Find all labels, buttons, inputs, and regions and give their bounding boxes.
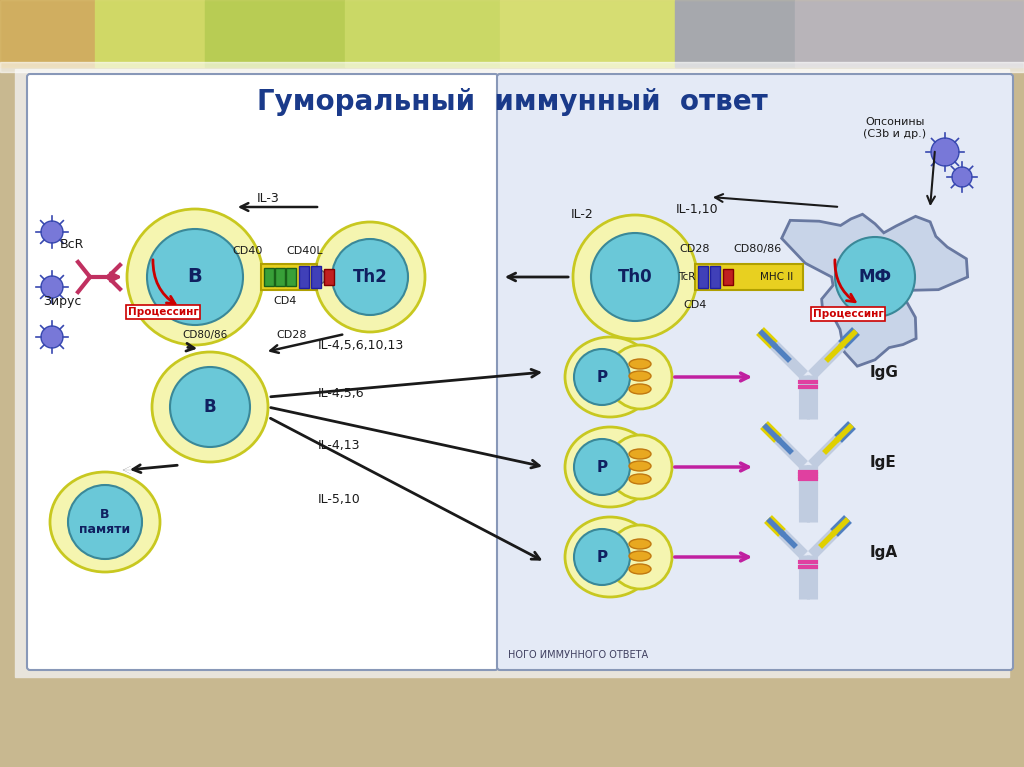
Text: Процессинг: Процессинг bbox=[128, 307, 199, 317]
Text: B: B bbox=[204, 398, 216, 416]
Bar bbox=[286, 268, 296, 286]
Ellipse shape bbox=[565, 427, 655, 507]
Text: IL-4,5,6: IL-4,5,6 bbox=[318, 387, 365, 400]
Bar bbox=[324, 269, 334, 285]
Text: CD80/86: CD80/86 bbox=[734, 244, 782, 254]
Bar bbox=[95, 0, 205, 67]
Circle shape bbox=[41, 276, 63, 298]
Text: CD28: CD28 bbox=[276, 330, 307, 340]
Circle shape bbox=[608, 345, 672, 409]
Bar bbox=[264, 268, 274, 286]
Text: IL-1,10: IL-1,10 bbox=[676, 202, 718, 216]
Bar bbox=[311, 266, 321, 288]
Ellipse shape bbox=[629, 474, 651, 484]
Text: Гуморальный  иммунный  ответ: Гуморальный иммунный ответ bbox=[257, 88, 767, 116]
Bar bbox=[275, 268, 285, 286]
Ellipse shape bbox=[315, 222, 425, 332]
Ellipse shape bbox=[629, 371, 651, 381]
Text: P: P bbox=[596, 459, 607, 475]
Text: IL-3: IL-3 bbox=[257, 192, 280, 205]
Circle shape bbox=[608, 525, 672, 589]
Bar bbox=[205, 0, 345, 67]
Polygon shape bbox=[781, 214, 968, 366]
Text: CD4: CD4 bbox=[683, 300, 707, 310]
Ellipse shape bbox=[565, 517, 655, 597]
Ellipse shape bbox=[629, 449, 651, 459]
Text: CD28: CD28 bbox=[680, 244, 711, 254]
Bar bbox=[500, 0, 675, 67]
Circle shape bbox=[41, 221, 63, 243]
Text: Зирус: Зирус bbox=[43, 295, 81, 308]
Text: IgG: IgG bbox=[870, 364, 899, 380]
Text: IL-4,5,6,10,13: IL-4,5,6,10,13 bbox=[318, 338, 404, 351]
Bar bbox=[0, 62, 1024, 72]
FancyBboxPatch shape bbox=[497, 74, 1013, 670]
Circle shape bbox=[835, 237, 915, 317]
Ellipse shape bbox=[629, 564, 651, 574]
Circle shape bbox=[608, 435, 672, 499]
Bar bbox=[261, 264, 317, 290]
Circle shape bbox=[591, 233, 679, 321]
Text: МФ: МФ bbox=[858, 268, 892, 286]
Bar bbox=[675, 0, 795, 67]
Ellipse shape bbox=[573, 215, 697, 339]
Text: Th2: Th2 bbox=[352, 268, 387, 286]
Ellipse shape bbox=[127, 209, 263, 345]
Text: Опсонины
(C3b и др.): Опсонины (C3b и др.) bbox=[863, 117, 927, 139]
Bar bbox=[0, 0, 95, 67]
Bar bbox=[723, 269, 733, 285]
Circle shape bbox=[952, 167, 972, 187]
Text: CD40: CD40 bbox=[232, 246, 263, 256]
Bar bbox=[710, 266, 720, 288]
Text: B
памяти: B памяти bbox=[80, 508, 131, 536]
Circle shape bbox=[332, 239, 408, 315]
Text: P: P bbox=[596, 549, 607, 565]
Bar bbox=[695, 264, 803, 290]
Text: IL-5,10: IL-5,10 bbox=[318, 492, 360, 505]
Text: CD40L: CD40L bbox=[287, 246, 324, 256]
Text: BcR: BcR bbox=[59, 238, 84, 251]
Bar bbox=[0, 0, 1024, 67]
Ellipse shape bbox=[565, 337, 655, 417]
Text: MHC II: MHC II bbox=[760, 272, 794, 282]
Text: P: P bbox=[596, 370, 607, 384]
Text: IgE: IgE bbox=[870, 455, 897, 469]
Text: TcR: TcR bbox=[678, 272, 695, 282]
Text: B: B bbox=[187, 268, 203, 287]
Circle shape bbox=[312, 270, 326, 284]
Circle shape bbox=[574, 529, 630, 585]
Text: НОГО ИММУННОГО ОТВЕТА: НОГО ИММУННОГО ОТВЕТА bbox=[508, 650, 648, 660]
Bar bbox=[795, 0, 1024, 67]
Ellipse shape bbox=[629, 359, 651, 369]
Bar bbox=[345, 0, 500, 67]
Circle shape bbox=[574, 439, 630, 495]
FancyBboxPatch shape bbox=[27, 74, 498, 670]
Text: CD80/86: CD80/86 bbox=[182, 330, 227, 340]
Circle shape bbox=[68, 485, 142, 559]
Text: Th0: Th0 bbox=[617, 268, 652, 286]
Ellipse shape bbox=[629, 461, 651, 471]
Text: IgA: IgA bbox=[870, 545, 898, 559]
Text: CD4: CD4 bbox=[273, 296, 297, 306]
Circle shape bbox=[147, 229, 243, 325]
Ellipse shape bbox=[50, 472, 160, 572]
Circle shape bbox=[931, 138, 959, 166]
Ellipse shape bbox=[629, 551, 651, 561]
Ellipse shape bbox=[152, 352, 268, 462]
Circle shape bbox=[41, 326, 63, 348]
Ellipse shape bbox=[629, 384, 651, 394]
Text: IL-4,13: IL-4,13 bbox=[318, 439, 360, 452]
Circle shape bbox=[574, 349, 630, 405]
Bar bbox=[698, 266, 708, 288]
Ellipse shape bbox=[629, 539, 651, 549]
Circle shape bbox=[170, 367, 250, 447]
Bar bbox=[299, 266, 309, 288]
Text: IL-2: IL-2 bbox=[570, 208, 593, 220]
Text: Процессинг: Процессинг bbox=[813, 309, 884, 319]
Bar bbox=[15, 69, 1009, 677]
